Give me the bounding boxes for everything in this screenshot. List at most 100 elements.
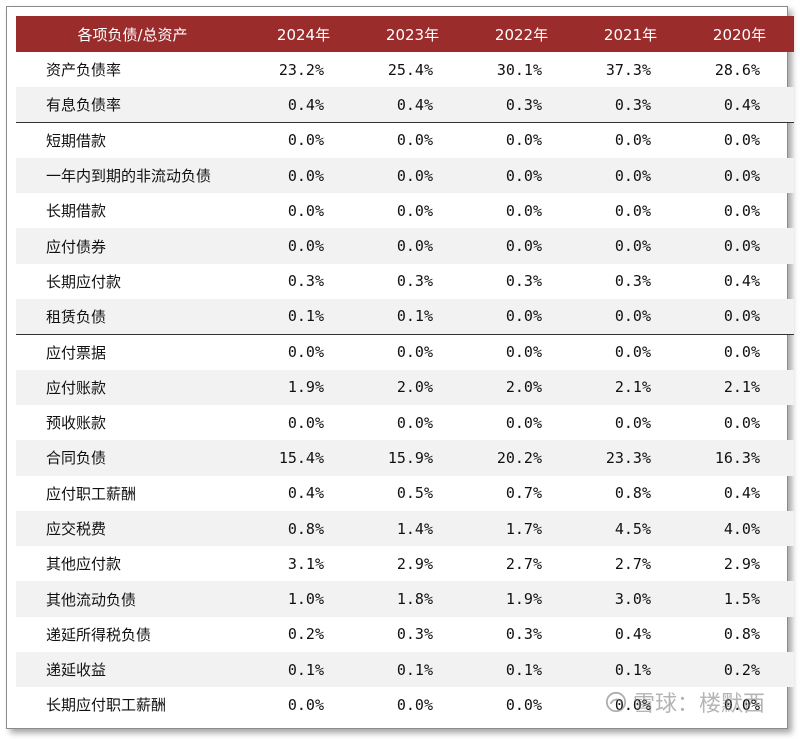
cell-value: 0.0% bbox=[396, 695, 433, 714]
row-label: 递延收益 bbox=[46, 661, 107, 680]
cell-value: 0.0% bbox=[358, 333, 467, 370]
cell-value: 0.0% bbox=[505, 166, 542, 185]
cell-value: 0.0% bbox=[358, 122, 467, 158]
cell-value: 0.8% bbox=[287, 519, 324, 538]
cell-value: 0.8% bbox=[723, 625, 760, 644]
cell-value: 15.9% bbox=[387, 448, 433, 467]
cell-value: 0.0% bbox=[287, 237, 324, 256]
row-label: 应交税费 bbox=[46, 520, 107, 538]
header-year-2024: 2024年 bbox=[276, 25, 331, 44]
cell-value: 2.0% bbox=[396, 378, 433, 397]
cell-value: 0.1% bbox=[614, 660, 651, 679]
cell-value: 1.5% bbox=[723, 590, 760, 609]
table-row: 预收账款 0.0% 0.0% 0.0% 0.0% 0.0% bbox=[16, 405, 794, 440]
row-label: 合同负债 bbox=[46, 449, 107, 468]
table-row: 递延收益 0.1% 0.1% 0.1% 0.1% 0.2% bbox=[16, 652, 794, 688]
cell-value: 0.4% bbox=[723, 272, 760, 291]
cell-value: 0.4% bbox=[723, 95, 760, 114]
cell-value: 25.4% bbox=[387, 60, 433, 79]
table-row: 租赁负债 0.1% 0.1% 0.0% 0.0% 0.0% bbox=[16, 299, 794, 335]
cell-value: 0.4% bbox=[287, 95, 324, 114]
table-row: 应付账款 1.9% 2.0% 2.0% 2.1% 2.1% bbox=[16, 369, 794, 405]
cell-value: 0.0% bbox=[723, 201, 760, 220]
cell-value: 0.1% bbox=[287, 307, 324, 326]
cell-value: 0.2% bbox=[723, 660, 760, 679]
row-label: 其他流动负债 bbox=[46, 590, 137, 609]
cell-value: 15.4% bbox=[278, 448, 324, 467]
cell-value: 2.1% bbox=[614, 378, 651, 397]
table-row: 短期借款 0.0% 0.0% 0.0% 0.0% 0.0% bbox=[16, 122, 794, 158]
cell-value: 2.7% bbox=[614, 554, 651, 573]
cell-value: 0.1% bbox=[396, 307, 433, 326]
cell-value: 0.0% bbox=[396, 166, 433, 185]
liability-ratio-table: 各项负债/总资产 2024年 2023年 2022年 2021年 2020年 资… bbox=[16, 16, 794, 723]
header-item-label: 各项负债/总资产 bbox=[77, 25, 188, 44]
cell-value: 0.0% bbox=[467, 122, 576, 158]
header-year-2020: 2020年 bbox=[712, 25, 767, 44]
row-label: 短期借款 bbox=[16, 122, 249, 158]
cell-value: 0.0% bbox=[287, 413, 324, 432]
table-row: 应付债券 0.0% 0.0% 0.0% 0.0% 0.0% bbox=[16, 228, 794, 264]
cell-value: 0.4% bbox=[287, 484, 324, 503]
cell-value: 1.4% bbox=[396, 519, 433, 538]
table-row: 应付职工薪酬 0.4% 0.5% 0.7% 0.8% 0.4% bbox=[16, 476, 794, 511]
cell-value: 0.0% bbox=[287, 166, 324, 185]
cell-value: 0.0% bbox=[396, 413, 433, 432]
table-row: 递延所得税负债 0.2% 0.3% 0.3% 0.4% 0.8% bbox=[16, 617, 794, 652]
header-year-2023: 2023年 bbox=[385, 25, 440, 44]
cell-value: 0.0% bbox=[614, 237, 651, 256]
table-row: 长期借款 0.0% 0.0% 0.0% 0.0% 0.0% bbox=[16, 193, 794, 228]
cell-value: 0.0% bbox=[723, 307, 760, 326]
table-row: 合同负债 15.4% 15.9% 20.2% 23.3% 16.3% bbox=[16, 440, 794, 476]
cell-value: 1.9% bbox=[505, 590, 542, 609]
cell-value: 0.5% bbox=[396, 484, 433, 503]
cell-value: 0.3% bbox=[396, 272, 433, 291]
cell-value: 4.5% bbox=[614, 519, 651, 538]
watermark: 雪球：楼默西 bbox=[605, 686, 765, 718]
cell-value: 0.8% bbox=[614, 484, 651, 503]
cell-value: 0.7% bbox=[505, 484, 542, 503]
cell-value: 0.3% bbox=[505, 95, 542, 114]
row-label: 应付职工薪酬 bbox=[46, 484, 137, 503]
cell-value: 4.0% bbox=[723, 519, 760, 538]
cell-value: 20.2% bbox=[496, 448, 542, 467]
table-row: 长期应付款 0.3% 0.3% 0.3% 0.3% 0.4% bbox=[16, 264, 794, 299]
cell-value: 0.0% bbox=[723, 695, 760, 714]
cell-value: 28.6% bbox=[714, 60, 760, 79]
row-label: 有息负债率 bbox=[46, 96, 122, 115]
cell-value: 2.1% bbox=[723, 378, 760, 397]
cell-value: 0.0% bbox=[505, 201, 542, 220]
cell-value: 0.0% bbox=[723, 237, 760, 256]
cell-value: 0.4% bbox=[723, 484, 760, 503]
table-row: 应付票据 0.0% 0.0% 0.0% 0.0% 0.0% bbox=[16, 333, 794, 370]
cell-value: 0.0% bbox=[685, 333, 794, 370]
cell-value: 0.1% bbox=[505, 660, 542, 679]
row-label: 长期应付款 bbox=[46, 272, 122, 291]
watermark-text: 雪球：楼默西 bbox=[632, 692, 765, 717]
cell-value: 3.0% bbox=[614, 590, 651, 609]
table-row: 一年内到期的非流动负债 0.0% 0.0% 0.0% 0.0% 0.0% bbox=[16, 157, 794, 194]
row-label: 应付债券 bbox=[46, 237, 107, 256]
row-label: 预收账款 bbox=[46, 414, 107, 433]
cell-value: 0.0% bbox=[287, 695, 324, 714]
row-label: 递延所得税负债 bbox=[46, 625, 152, 644]
cell-value: 1.7% bbox=[505, 519, 542, 538]
row-label: 一年内到期的非流动负债 bbox=[46, 167, 212, 186]
cell-value: 0.0% bbox=[396, 237, 433, 256]
table-header-row: 各项负债/总资产 2024年 2023年 2022年 2021年 2020年 bbox=[16, 16, 794, 52]
header-year-2022: 2022年 bbox=[494, 25, 549, 44]
cell-value: 0.3% bbox=[505, 625, 542, 644]
row-label: 长期借款 bbox=[46, 202, 107, 221]
cell-value: 0.3% bbox=[396, 625, 433, 644]
cell-value: 0.0% bbox=[505, 307, 542, 326]
row-label: 长期应付职工薪酬 bbox=[46, 696, 167, 715]
row-label: 资产负债率 bbox=[46, 61, 122, 80]
cell-value: 0.0% bbox=[576, 333, 685, 370]
table-row: 其他流动负债 1.0% 1.8% 1.9% 3.0% 1.5% bbox=[16, 581, 794, 617]
cell-value: 0.0% bbox=[614, 413, 651, 432]
cell-value: 30.1% bbox=[496, 60, 542, 79]
cell-value: 0.3% bbox=[505, 272, 542, 291]
cell-value: 0.0% bbox=[614, 201, 651, 220]
cell-value: 0.4% bbox=[614, 625, 651, 644]
cell-value: 0.0% bbox=[685, 122, 794, 158]
